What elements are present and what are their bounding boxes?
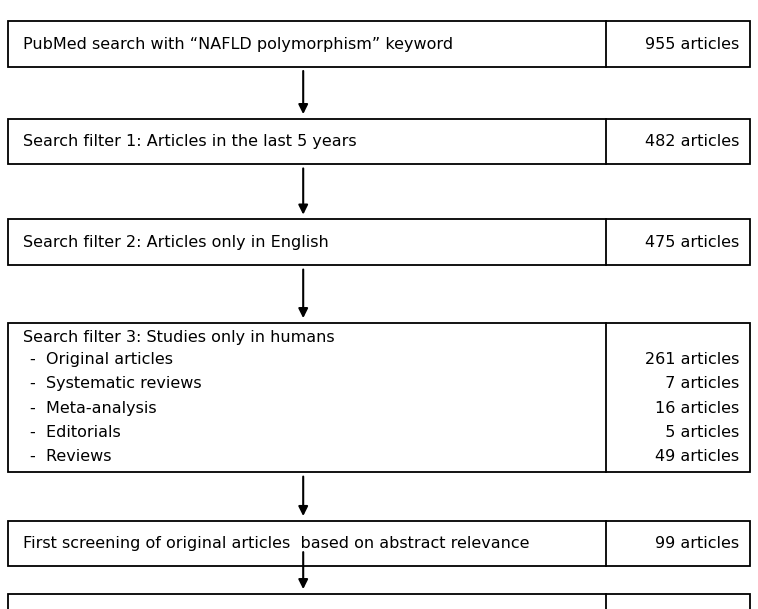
- Text: 7 articles: 7 articles: [655, 376, 739, 392]
- Text: -  Meta-analysis: - Meta-analysis: [30, 401, 157, 416]
- Text: -  Systematic reviews: - Systematic reviews: [30, 376, 202, 392]
- Bar: [8, 521, 750, 566]
- Text: -  Reviews: - Reviews: [30, 449, 112, 465]
- Bar: [8, 594, 750, 609]
- Text: Search filter 3: Studies only in humans: Search filter 3: Studies only in humans: [23, 330, 334, 345]
- Text: 49 articles: 49 articles: [655, 449, 739, 465]
- Text: 261 articles: 261 articles: [644, 352, 739, 367]
- Bar: [8, 21, 750, 67]
- Text: First screening of original articles  based on abstract relevance: First screening of original articles bas…: [23, 536, 529, 551]
- Text: -  Editorials: - Editorials: [30, 425, 121, 440]
- Text: 475 articles: 475 articles: [645, 234, 739, 250]
- Text: -  Original articles: - Original articles: [30, 352, 174, 367]
- Text: 5 articles: 5 articles: [655, 425, 739, 440]
- Text: PubMed search with “NAFLD polymorphism” keyword: PubMed search with “NAFLD polymorphism” …: [23, 37, 453, 52]
- Text: 482 articles: 482 articles: [644, 134, 739, 149]
- Text: Search filter 2: Articles only in English: Search filter 2: Articles only in Englis…: [23, 234, 328, 250]
- Text: 99 articles: 99 articles: [655, 536, 739, 551]
- Bar: [8, 323, 750, 472]
- Text: Search filter 1: Articles in the last 5 years: Search filter 1: Articles in the last 5 …: [23, 134, 356, 149]
- Bar: [8, 119, 750, 164]
- Bar: [8, 219, 750, 265]
- Text: 16 articles: 16 articles: [655, 401, 739, 416]
- Text: 955 articles: 955 articles: [645, 37, 739, 52]
